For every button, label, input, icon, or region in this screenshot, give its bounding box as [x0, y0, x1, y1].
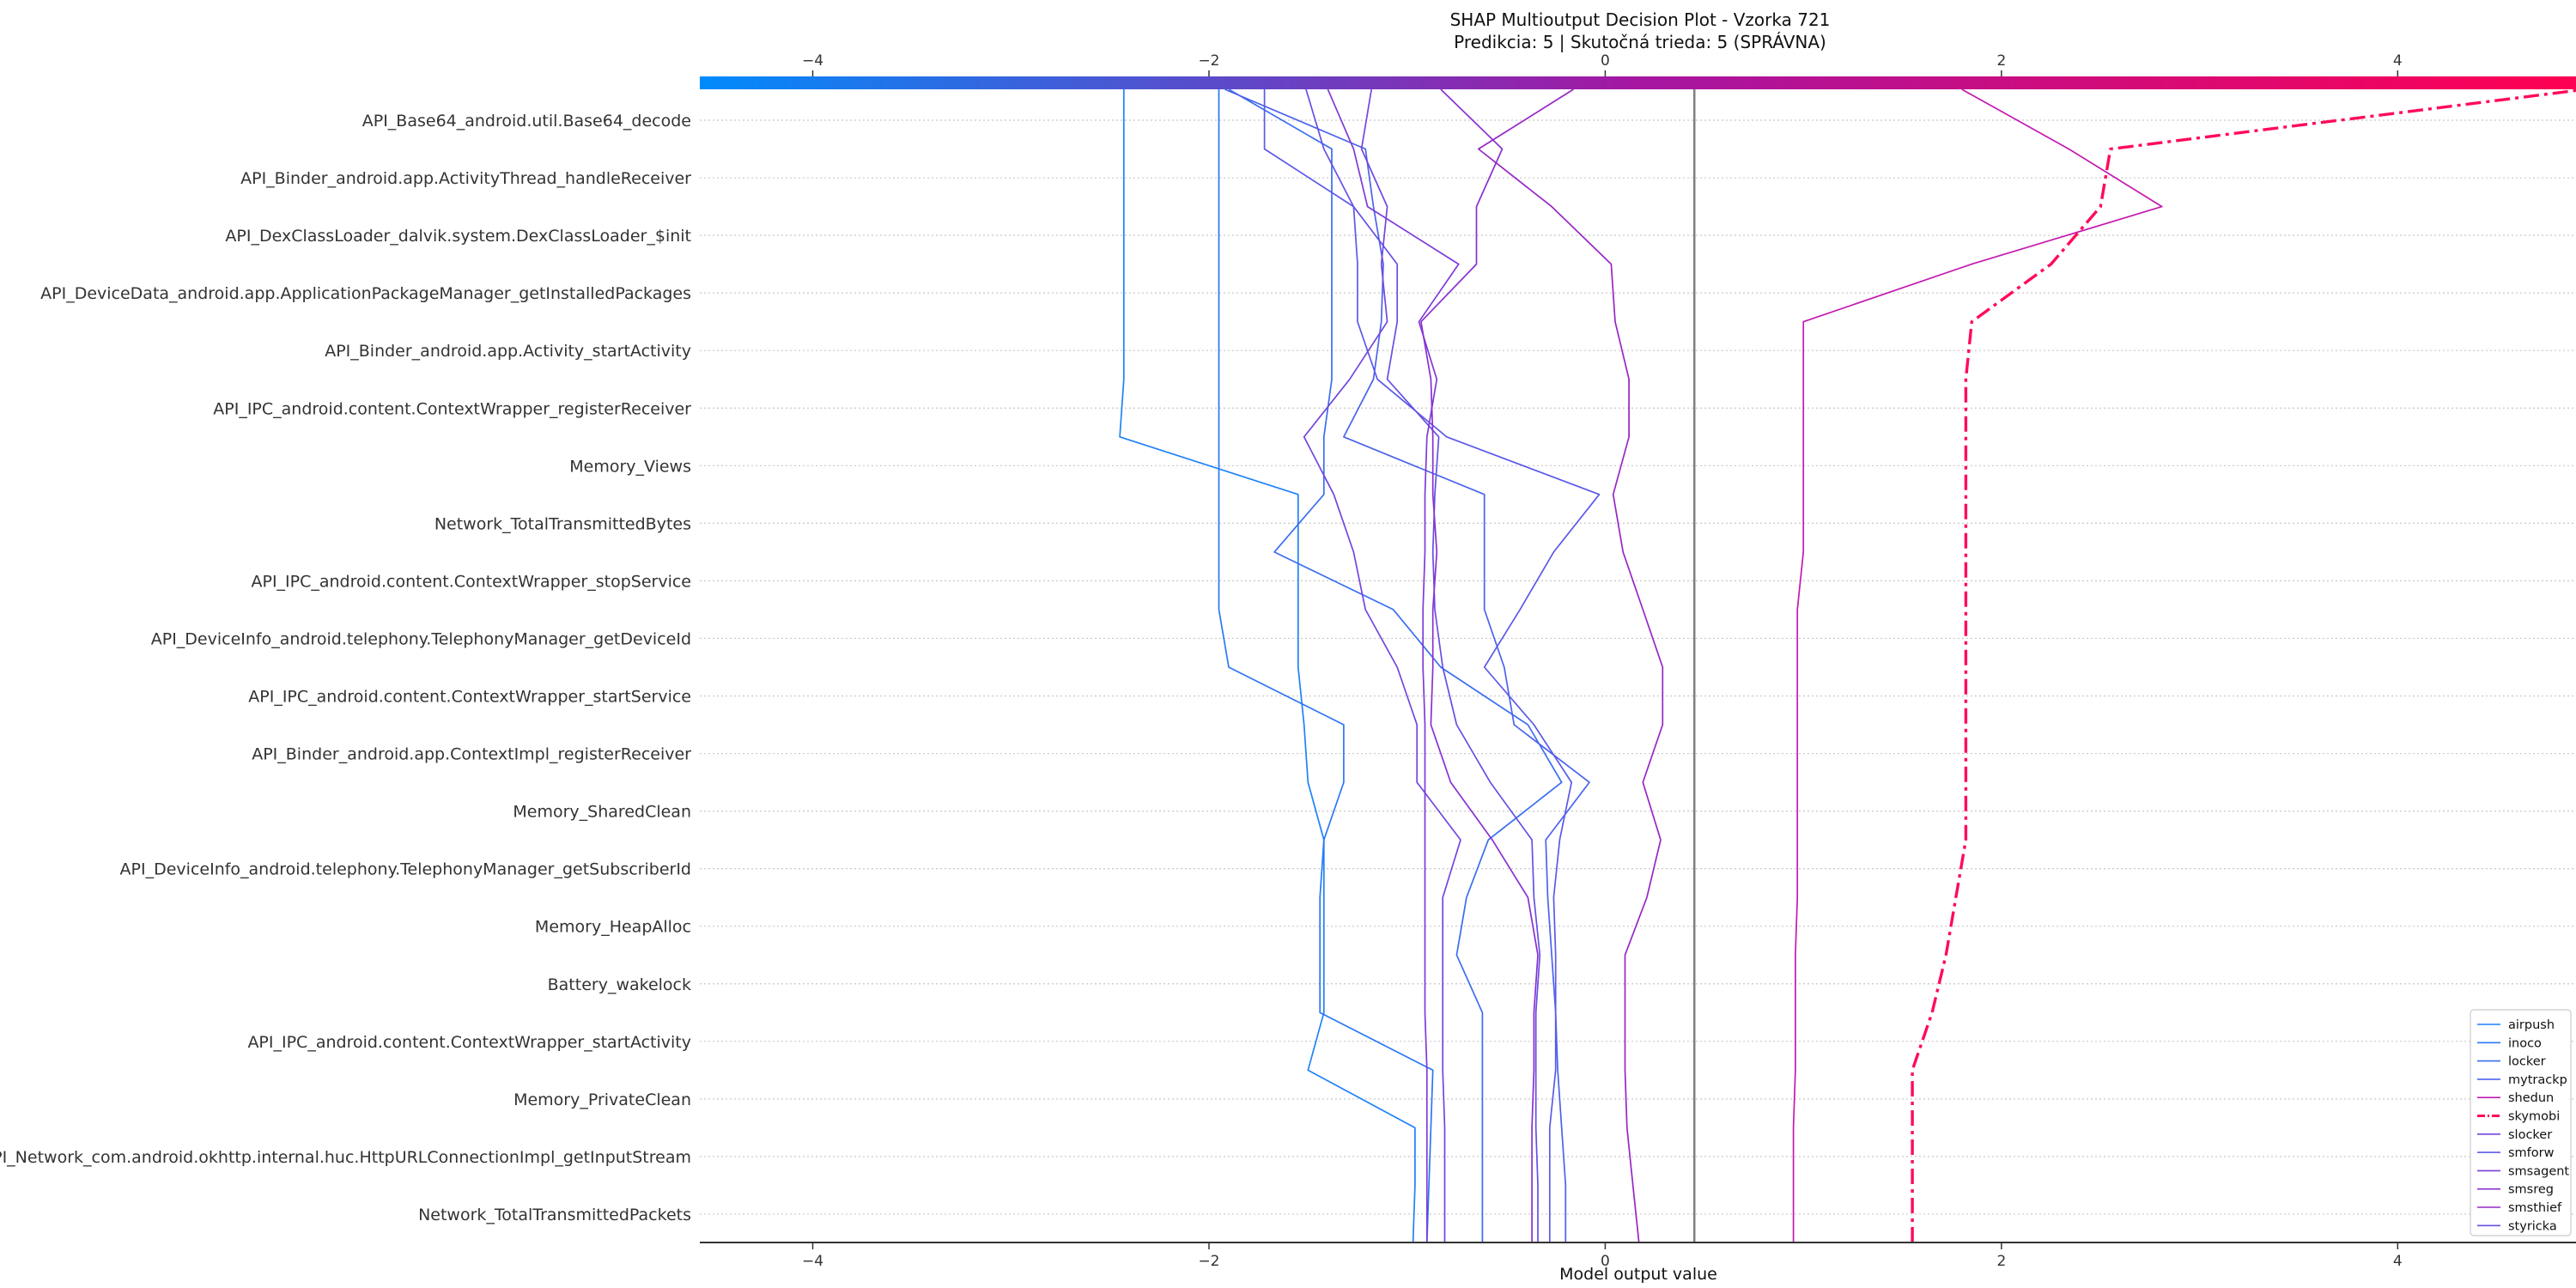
- legend-label-mytrackp: mytrackp: [2508, 1073, 2567, 1087]
- series-line-styricka: [1305, 88, 1541, 1242]
- top-tick-label: −2: [1198, 52, 1219, 70]
- feature-label: Memory_HeapAlloc: [535, 918, 691, 937]
- feature-label: Network_TotalTransmittedBytes: [434, 514, 691, 533]
- top-tick-label: 2: [1996, 52, 2006, 70]
- feature-label: API_IPC_android.content.ContextWrapper_s…: [248, 688, 691, 707]
- legend-label-airpush: airpush: [2508, 1018, 2555, 1032]
- series-line-smsagent: [1327, 88, 1460, 1242]
- legend-label-smsagent: smsagent: [2508, 1164, 2569, 1178]
- feature-label: API_IPC_android.content.ContextWrapper_s…: [251, 572, 691, 591]
- feature-gridlines: [700, 119, 2576, 1215]
- feature-label: Memory_PrivateClean: [513, 1091, 691, 1109]
- series-line-locker: [1228, 88, 1563, 1242]
- colorbar: [700, 76, 2576, 89]
- bottom-tick-label: −2: [1198, 1253, 1219, 1270]
- feature-label: API_Binder_android.app.Activity_startAct…: [325, 342, 691, 361]
- chart-subtitle: Predikcia: 5 | Skutočná trieda: 5 (SPRÁV…: [1454, 32, 1826, 52]
- feature-label: API_Network_com.android.okhttp.internal.…: [0, 1148, 691, 1167]
- legend-label-smforw: smforw: [2508, 1146, 2555, 1160]
- x-axis-title: Model output value: [1559, 1265, 1717, 1284]
- legend-label-shedun: shedun: [2508, 1091, 2554, 1105]
- top-tick-label: 0: [1601, 52, 1610, 70]
- feature-label: API_Binder_android.app.ActivityThread_ha…: [240, 169, 691, 188]
- top-tick-label: −4: [802, 52, 823, 70]
- top-tick-label: 4: [2393, 52, 2403, 70]
- feature-label: Memory_Views: [569, 457, 691, 476]
- feature-label: API_IPC_android.content.ContextWrapper_s…: [247, 1033, 691, 1052]
- series-line-mytrackp: [1224, 88, 1590, 1242]
- legend-label-inoco: inoco: [2508, 1036, 2542, 1050]
- feature-label: API_Base64_android.util.Base64_decode: [362, 112, 691, 131]
- bottom-tick-label: −4: [802, 1253, 823, 1270]
- legend: airpush inoco locker mytrackp shedun skymobi s…: [2470, 1009, 2572, 1236]
- series-line-skymobi: [1911, 88, 2576, 1242]
- series-line-inoco: [1218, 89, 1434, 1243]
- feature-label: Network_TotalTransmittedPackets: [418, 1206, 691, 1224]
- feature-label: Battery_wakelock: [548, 975, 691, 994]
- series-line-slocker: [1303, 88, 1461, 1242]
- feature-label: API_DeviceData_android.app.ApplicationPa…: [40, 284, 691, 303]
- legend-items: airpush inoco locker mytrackp shedun skymobi s…: [2477, 1018, 2569, 1233]
- series-line-smsreg: [1420, 88, 1539, 1242]
- feature-label: API_IPC_android.content.ContextWrapper_r…: [213, 399, 691, 418]
- series-line-smsthief: [1477, 88, 1664, 1243]
- legend-label-smsreg: smsreg: [2508, 1183, 2554, 1197]
- legend-label-locker: locker: [2508, 1055, 2546, 1069]
- series-line-smforw: [1263, 89, 1601, 1242]
- series-line-shedun: [1792, 88, 2163, 1242]
- feature-labels: API_Base64_android.util.Base64_decode API…: [0, 112, 691, 1224]
- legend-frame: [2470, 1009, 2572, 1236]
- feature-label: API_Binder_android.app.ContextImpl_regis…: [252, 745, 691, 764]
- series-lines: [1119, 88, 2576, 1243]
- bottom-tick-label: 0: [1601, 1253, 1610, 1270]
- bottom-tick-label: 4: [2393, 1253, 2403, 1270]
- feature-label: Memory_SharedClean: [513, 803, 691, 822]
- bottom-tick-label: 2: [1996, 1253, 2006, 1270]
- legend-label-slocker: slocker: [2508, 1128, 2552, 1142]
- legend-label-styricka: styricka: [2508, 1219, 2557, 1233]
- feature-label: API_DeviceInfo_android.telephony.Telepho…: [151, 629, 691, 648]
- chart-title: SHAP Multioutput Decision Plot - Vzorka …: [1450, 9, 1831, 30]
- legend-label-skymobi: skymobi: [2508, 1110, 2560, 1124]
- feature-label: API_DexClassLoader_dalvik.system.DexClas…: [225, 227, 691, 246]
- top-tick-labels: −4 −2 0 2 4: [802, 52, 2403, 76]
- legend-label-smsthief: smsthief: [2508, 1201, 2562, 1215]
- bottom-tick-labels: −4 −2 0 2 4: [802, 1242, 2403, 1270]
- series-line-airpush: [1119, 89, 1416, 1243]
- feature-label: API_DeviceInfo_android.telephony.Telepho…: [120, 860, 691, 879]
